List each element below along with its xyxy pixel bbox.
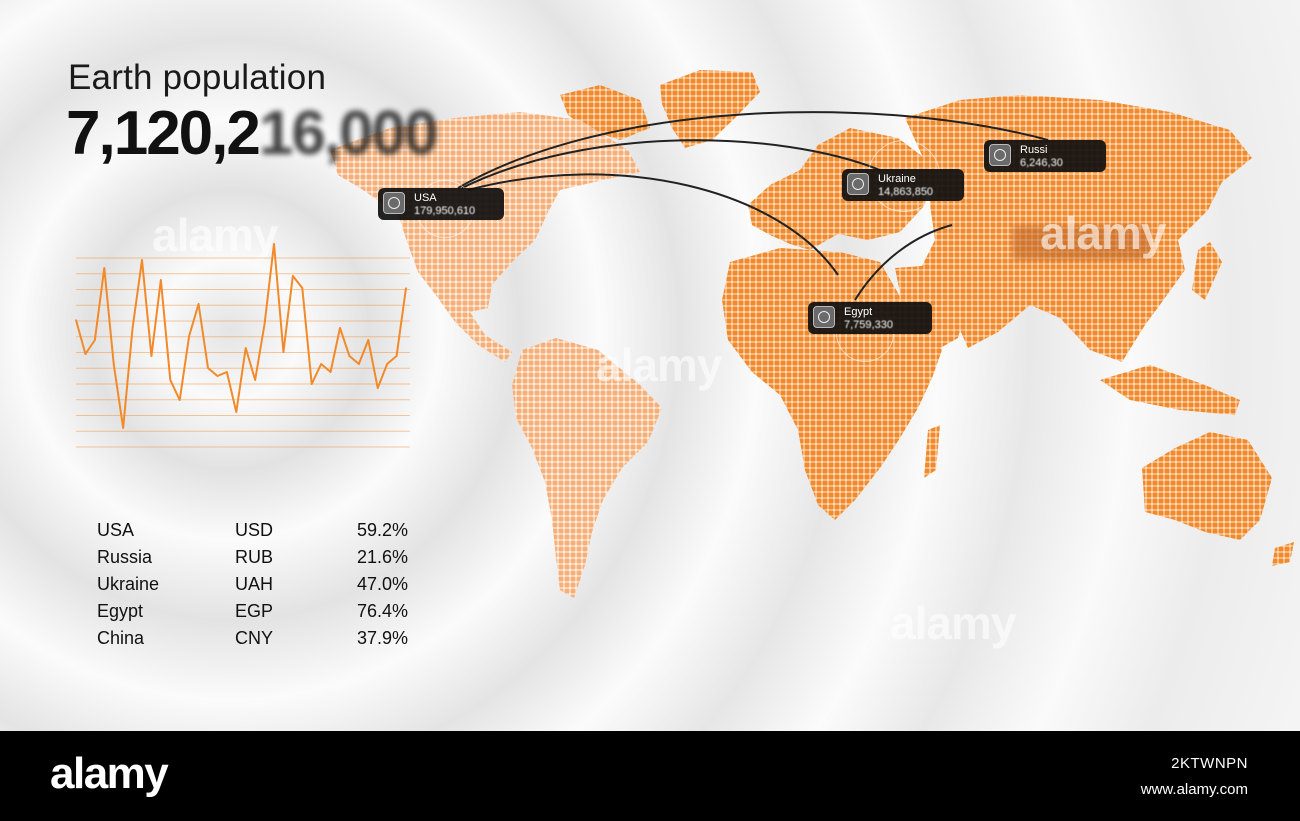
- counter-blurred: 16,000: [258, 99, 439, 168]
- chart-point: [320, 363, 322, 365]
- chart-point: [103, 267, 106, 269]
- chart-point: [405, 287, 407, 289]
- globe-icon: [383, 192, 405, 214]
- japan-shape: [1192, 242, 1222, 300]
- country-cell: Russia: [97, 547, 153, 567]
- image-code: 2KTWNPN: [1171, 755, 1248, 772]
- watermark-3: alamy: [890, 597, 1016, 649]
- tag-value: 179,950,610: [414, 205, 476, 217]
- currency-cell: CNY: [235, 628, 274, 648]
- chart-point: [358, 363, 360, 365]
- country-cell: USA: [97, 520, 135, 540]
- watermark-2: alamy: [596, 339, 722, 391]
- currency-cell: USD: [235, 520, 274, 540]
- madagascar-shape: [924, 425, 940, 478]
- tag-name: USA: [414, 192, 437, 204]
- country-cell: Ukraine: [97, 574, 160, 594]
- footer-brand: alamy: [50, 749, 169, 798]
- chart-point: [348, 355, 351, 357]
- line-chart: [75, 243, 410, 448]
- chart-point: [216, 375, 219, 377]
- chart-point: [263, 323, 266, 325]
- country-cell: China: [97, 628, 145, 648]
- usa-tag[interactable]: USA 179,950,610: [378, 188, 504, 220]
- arctic-islands-shape: [560, 85, 650, 140]
- south-america-shape: [512, 338, 662, 598]
- percent-cell: 76.4%: [357, 601, 409, 621]
- tag-name: Russi: [1020, 144, 1048, 156]
- new-zealand-shape: [1272, 542, 1294, 566]
- globe-icon: [989, 144, 1011, 166]
- chart-point: [310, 383, 313, 385]
- arc-usa-egypt: [467, 173, 839, 276]
- globe-icon: [813, 306, 835, 328]
- ukraine-tag[interactable]: Ukraine 14,863,850: [842, 169, 964, 201]
- arc-usa-russia: [457, 111, 1049, 189]
- percent-cell: 59.2%: [357, 520, 409, 540]
- blurred-label: [1013, 226, 1151, 260]
- tag-value: 6,246,30: [1020, 157, 1063, 169]
- chart-point: [367, 339, 370, 341]
- chart-point: [122, 427, 124, 429]
- chart-point: [178, 399, 181, 401]
- russia-tag[interactable]: Russi 6,246,30: [984, 140, 1106, 172]
- egypt-tag[interactable]: Egypt 7,759,330: [808, 302, 932, 334]
- chart-point: [226, 371, 228, 373]
- chart-point: [141, 259, 143, 261]
- chart-point: [376, 387, 379, 389]
- indonesia-shape: [1100, 365, 1240, 415]
- chart-point: [75, 319, 77, 321]
- chart-point: [131, 327, 134, 329]
- chart-point: [254, 379, 256, 381]
- watermark-4: alamy: [1040, 207, 1166, 259]
- chart-point: [169, 379, 172, 381]
- chart-point: [395, 355, 398, 357]
- infographic-stage: alamy alamy alamy alamy Earth population…: [0, 0, 1300, 731]
- chart-point: [235, 411, 238, 413]
- chart-point: [197, 303, 200, 305]
- chart-point: [207, 367, 209, 369]
- page-title: Earth population: [68, 58, 327, 97]
- chart-point: [273, 243, 275, 245]
- population-counter: 7,120,216,000: [66, 98, 439, 169]
- counter-clear: 7,120,2: [66, 99, 261, 168]
- chart-point: [84, 353, 87, 355]
- percent-cell: 21.6%: [357, 547, 409, 567]
- tag-name: Egypt: [844, 306, 873, 318]
- currency-cell: UAH: [235, 574, 274, 594]
- chart-point: [94, 339, 96, 341]
- chart-point: [188, 335, 190, 337]
- chart-point: [150, 355, 153, 357]
- site-url: www.alamy.com: [1140, 781, 1248, 798]
- chart-point: [339, 327, 341, 329]
- tag-value: 14,863,850: [878, 186, 934, 198]
- percent-cell: 47.0%: [357, 574, 409, 594]
- chart-series-line: [75, 243, 407, 429]
- percent-cell: 37.9%: [357, 628, 409, 648]
- chart-point: [244, 347, 247, 349]
- footer-bar: alamy 2KTWNPN www.alamy.com: [0, 731, 1300, 821]
- watermark-1: alamy: [152, 209, 278, 261]
- tag-value: 7,759,330: [844, 319, 893, 331]
- country-cell: Egypt: [97, 601, 144, 621]
- chart-point: [301, 287, 304, 289]
- tag-name: Ukraine: [878, 173, 916, 185]
- globe-icon: [847, 173, 869, 195]
- currency-cell: RUB: [235, 547, 274, 567]
- chart-point: [292, 275, 294, 277]
- currency-cell: EGP: [235, 601, 274, 621]
- chart-point: [160, 279, 162, 281]
- greenland-shape: [660, 70, 760, 148]
- arc-egypt-asia: [854, 224, 953, 301]
- connection-arcs: [457, 111, 1049, 301]
- chart-point: [329, 371, 332, 373]
- australia-shape: [1142, 432, 1272, 540]
- chart-point: [112, 363, 115, 365]
- chart-point: [282, 351, 285, 353]
- arc-usa-ukraine: [461, 139, 881, 189]
- chart-point: [386, 363, 388, 365]
